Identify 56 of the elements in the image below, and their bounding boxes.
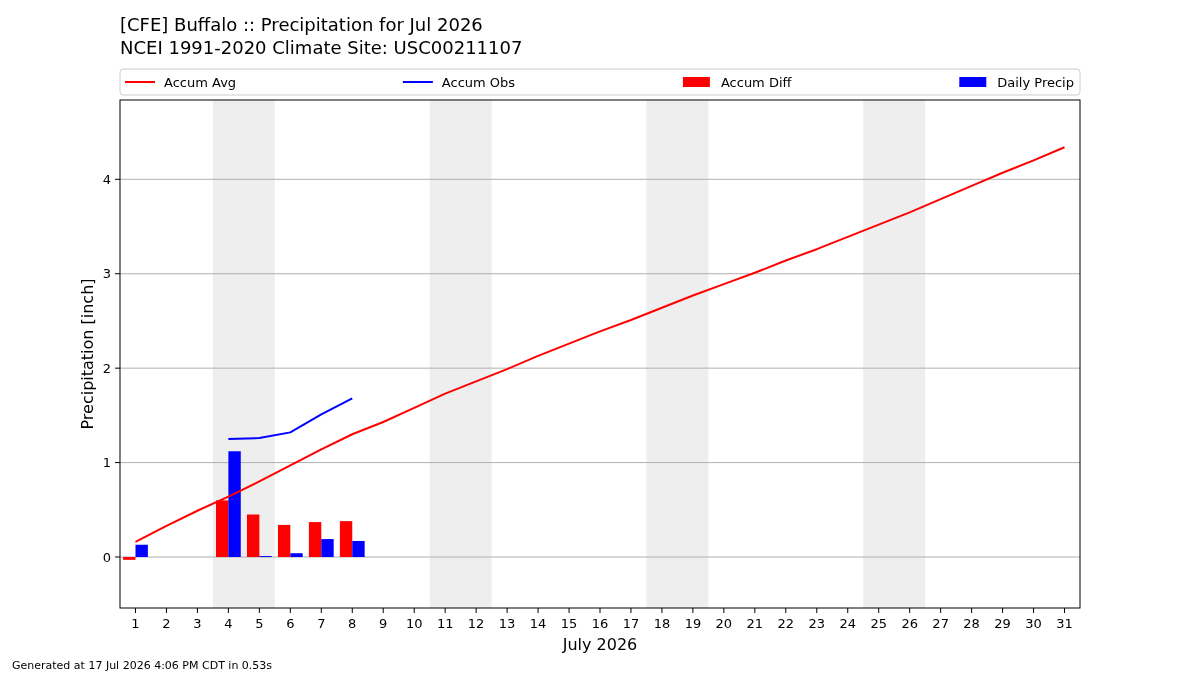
legend-label: Daily Precip <box>997 74 1075 90</box>
y-tick-label: 2 <box>102 360 111 376</box>
bar <box>339 521 353 558</box>
legend-label: Accum Avg <box>164 74 237 90</box>
x-tick-label: 31 <box>1056 616 1073 631</box>
x-tick-label: 30 <box>1025 616 1042 631</box>
x-tick-label: 9 <box>379 616 388 631</box>
x-tick-label: 7 <box>317 616 326 631</box>
bar <box>277 524 291 558</box>
bar <box>246 514 260 558</box>
bar <box>308 522 322 558</box>
x-tick-label: 19 <box>684 616 702 631</box>
y-tick-label: 1 <box>102 455 111 471</box>
x-tick-label: 28 <box>963 616 980 631</box>
x-tick-label: 6 <box>286 616 295 631</box>
bar <box>228 451 241 558</box>
y-axis-title: Precipitation [inch] <box>78 278 97 430</box>
x-tick-label: 29 <box>994 616 1011 631</box>
y-tick-label: 0 <box>102 549 111 565</box>
y-tick-label: 3 <box>102 266 111 282</box>
chart-title: [CFE] Buffalo :: Precipitation for Jul 2026 <box>120 14 483 35</box>
x-tick-label: 10 <box>405 616 423 631</box>
x-tick-label: 21 <box>746 616 764 631</box>
x-tick-label: 5 <box>255 616 264 631</box>
x-tick-label: 22 <box>777 616 795 631</box>
x-tick-label: 15 <box>560 616 578 631</box>
x-tick-label: 3 <box>193 616 202 631</box>
x-tick-label: 24 <box>839 616 857 631</box>
legend-label: Accum Obs <box>441 74 516 90</box>
x-tick-label: 1 <box>131 616 140 631</box>
x-tick-label: 23 <box>808 616 826 631</box>
x-tick-label: 13 <box>498 616 516 631</box>
legend-label: Accum Diff <box>720 74 793 90</box>
x-tick-label: 27 <box>932 616 949 631</box>
x-tick-label: 11 <box>436 616 454 631</box>
x-tick-label: 2 <box>162 616 171 631</box>
x-tick-label: 26 <box>901 616 918 631</box>
line-series <box>227 397 354 440</box>
bar <box>321 539 334 558</box>
x-tick-label: 12 <box>467 616 485 631</box>
bar <box>290 553 303 558</box>
x-axis-title: July 2026 <box>561 635 638 654</box>
y-tick-label: 4 <box>102 171 111 187</box>
bar <box>123 557 136 560</box>
chart-subtitle: NCEI 1991-2020 Climate Site: USC00211107 <box>120 37 523 58</box>
x-tick-label: 14 <box>529 616 547 631</box>
x-tick-label: 25 <box>870 616 887 631</box>
bar <box>135 544 148 558</box>
x-tick-label: 16 <box>591 616 609 631</box>
x-tick-label: 4 <box>224 616 233 631</box>
bar <box>352 540 365 558</box>
x-tick-label: 17 <box>622 616 640 631</box>
x-tick-label: 18 <box>653 616 671 631</box>
x-tick-label: 20 <box>715 616 733 631</box>
text: Generated at 17 Jul 2026 4:06 PM CDT in 0.53s <box>12 659 273 672</box>
x-tick-label: 8 <box>348 616 357 631</box>
